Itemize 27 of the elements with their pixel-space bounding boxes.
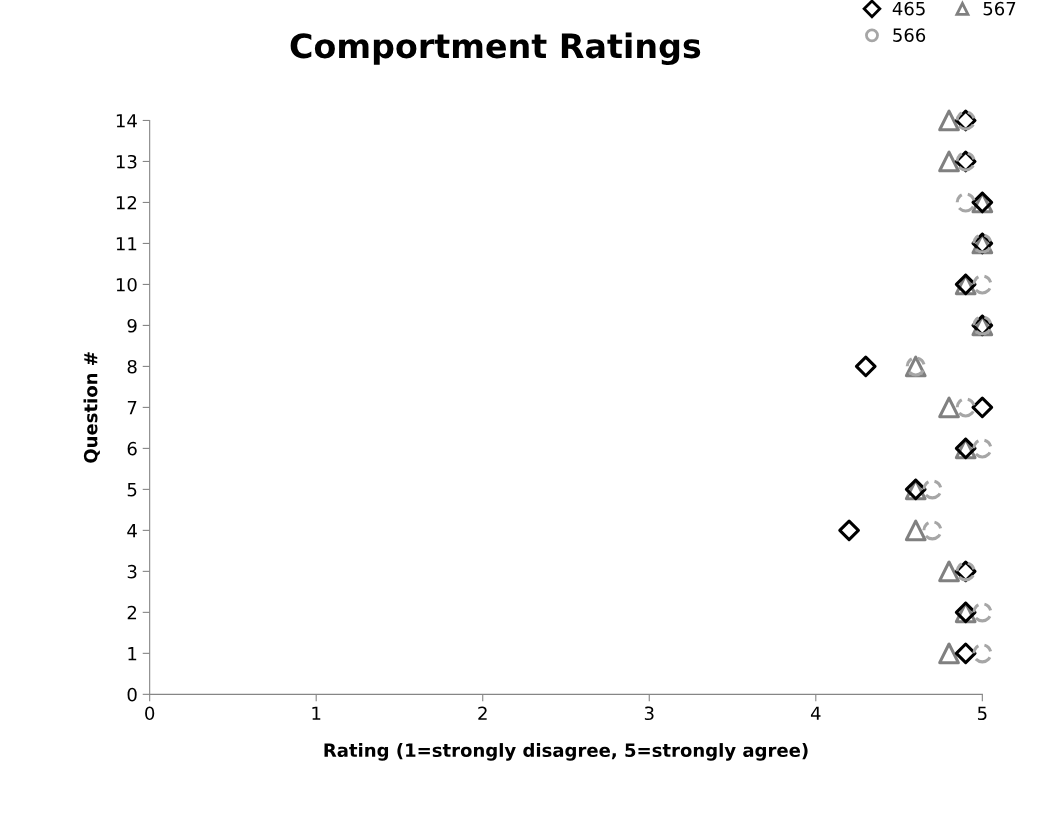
legend-label: 566 (893, 28, 926, 42)
y-tick-label: 12 (116, 195, 137, 210)
x-tick-label: 1 (312, 706, 321, 720)
y-tick-label: 2 (127, 605, 137, 620)
x-tick-label: 4 (810, 706, 821, 720)
y-tick-label: 0 (127, 687, 137, 702)
y-tick-label: 13 (116, 154, 137, 169)
y-tick-label: 8 (127, 359, 137, 374)
y-tick-label: 5 (127, 483, 137, 497)
x-tick-label: 2 (478, 706, 487, 720)
y-tick-label: 4 (127, 524, 137, 538)
y-tick-label: 6 (127, 441, 137, 456)
chart-title: Comportment Ratings (290, 32, 701, 66)
x-tick-label: 5 (977, 706, 987, 721)
y-tick-label: 1 (128, 647, 137, 661)
legend-label: 567 (983, 1, 1016, 16)
legend-label: 465 (892, 1, 925, 16)
y-tick-label: 14 (116, 114, 137, 128)
x-axis-title: Rating (1=strongly disagree, 5=strongly agree) (324, 743, 808, 761)
y-tick-label: 9 (127, 318, 137, 333)
y-tick-label: 7 (127, 401, 137, 415)
x-tick-label: 0 (145, 706, 155, 721)
x-tick-label: 3 (644, 706, 654, 721)
y-tick-label: 10 (116, 277, 137, 292)
y-axis-title: Question # (83, 352, 100, 463)
y-tick-label: 3 (127, 564, 137, 579)
y-tick-label: 11 (116, 237, 137, 251)
